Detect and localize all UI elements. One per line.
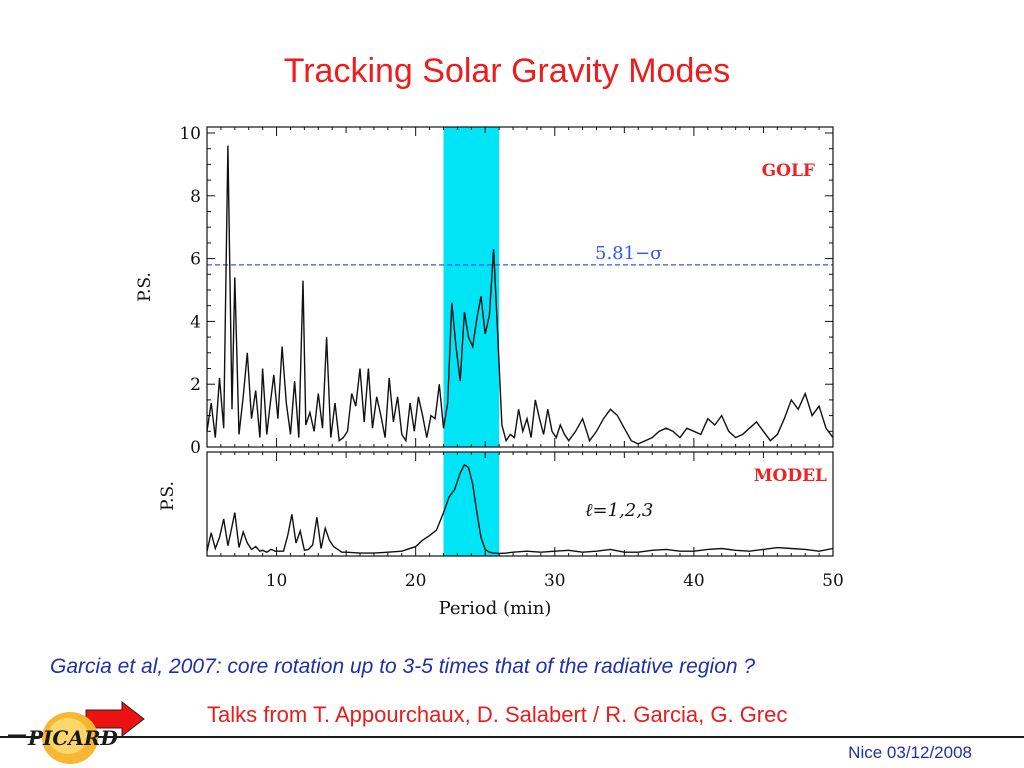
x-tick-label: 20 (405, 571, 427, 591)
model-frame (206, 451, 834, 557)
x-axis-label: Period (min) (439, 598, 552, 619)
y-tick-label: 4 (190, 312, 201, 332)
footer-date: Nice 03/12/2008 (848, 743, 972, 762)
y-tick-label: 6 (190, 250, 201, 270)
highlight-band-bottom (443, 452, 500, 556)
degree-annotation: ℓ=1,2,3 (585, 500, 653, 521)
svg-text:PICARD: PICARD (27, 726, 118, 750)
x-tick-label: 40 (683, 571, 705, 591)
golf-ylabel: P.S. (135, 272, 155, 302)
model-label: MODEL (754, 466, 827, 486)
citation-caption: Garcia et al, 2007: core rotation up to … (50, 655, 756, 678)
model-ylabel: P.S. (158, 481, 178, 511)
x-tick-label: 30 (544, 571, 566, 591)
y-tick-label: 2 (190, 375, 201, 395)
slide-title: Tracking Solar Gravity Modes (283, 52, 731, 90)
y-tick-label: 10 (179, 124, 201, 144)
x-tick-label: 10 (266, 571, 288, 591)
period-power-chart: 0 2 4 6 8 10 10 20 30 40 50 P.S. P.S. Period (min) GOL… (135, 124, 844, 619)
footer-divider (0, 736, 1024, 738)
golf-label: GOLF (762, 161, 815, 181)
golf-frame (206, 126, 834, 448)
x-tick-label: 50 (822, 571, 844, 591)
golf-series-line (206, 145, 834, 445)
y-tick-label: 0 (190, 438, 201, 458)
model-panel (206, 451, 834, 557)
golf-panel (206, 126, 834, 448)
highlight-band-top (443, 127, 500, 447)
talks-line: Talks from T. Appourchaux, D. Salabert /… (207, 702, 788, 727)
picard-logo: PICARD (8, 712, 118, 764)
threshold-label: 5.81−σ (595, 243, 662, 264)
y-tick-label: 8 (190, 187, 201, 207)
axes-text: 0 2 4 6 8 10 10 20 30 40 50 P.S. P.S. Period (min) GOL… (135, 124, 844, 619)
model-series-line (206, 463, 834, 555)
